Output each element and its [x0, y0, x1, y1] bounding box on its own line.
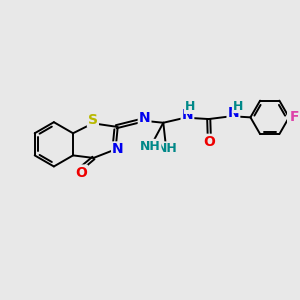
Text: O: O [203, 135, 215, 149]
Text: O: O [75, 166, 87, 179]
Text: F: F [290, 110, 299, 124]
Text: NH: NH [140, 140, 160, 153]
Text: H: H [184, 100, 195, 113]
Text: NH: NH [157, 142, 177, 155]
Text: N: N [112, 142, 124, 156]
Text: N: N [228, 106, 239, 120]
Text: H: H [232, 100, 243, 112]
Text: N: N [182, 108, 193, 122]
Text: S: S [88, 112, 98, 127]
Text: N: N [139, 111, 150, 125]
